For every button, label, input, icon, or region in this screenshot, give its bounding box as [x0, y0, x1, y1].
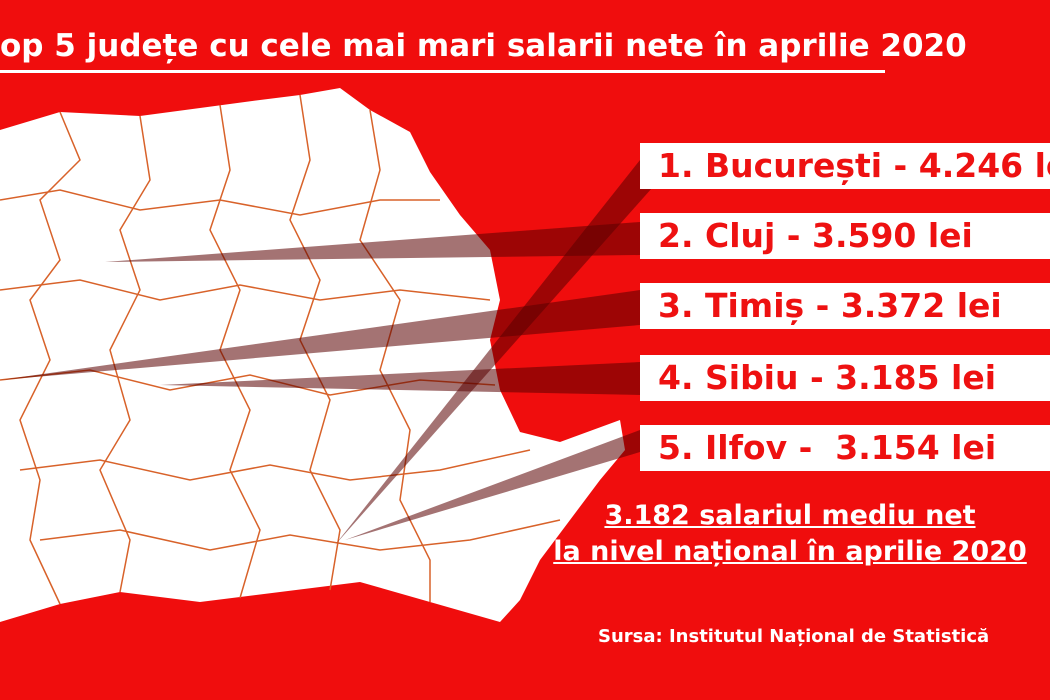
national-average: la nivel național în aprilie 2020 [553, 536, 1027, 567]
rank-item: 4. Sibiu - 3.185 lei [640, 355, 1050, 401]
county-borders [0, 94, 561, 605]
pointer [0, 290, 640, 380]
rank-item: 5. Ilfov - 3.154 lei [640, 425, 1050, 471]
pointer [160, 362, 640, 395]
country-shape [0, 88, 625, 622]
pointer [105, 222, 640, 262]
source: Sursa: Institutul Național de Statistică [598, 626, 990, 647]
pointer [335, 160, 652, 545]
rank-item: 3. Timiș - 3.372 lei [640, 283, 1050, 329]
pointers [0, 160, 652, 545]
pointer [345, 430, 640, 540]
title: op 5 județe cu cele mai mari salarii net… [0, 28, 967, 73]
national-average: 3.182 salariul mediu net [604, 500, 976, 531]
rank-item: 2. Cluj - 3.590 lei [640, 213, 1050, 259]
rank-item: 1. București - 4.246 lei [640, 143, 1050, 189]
